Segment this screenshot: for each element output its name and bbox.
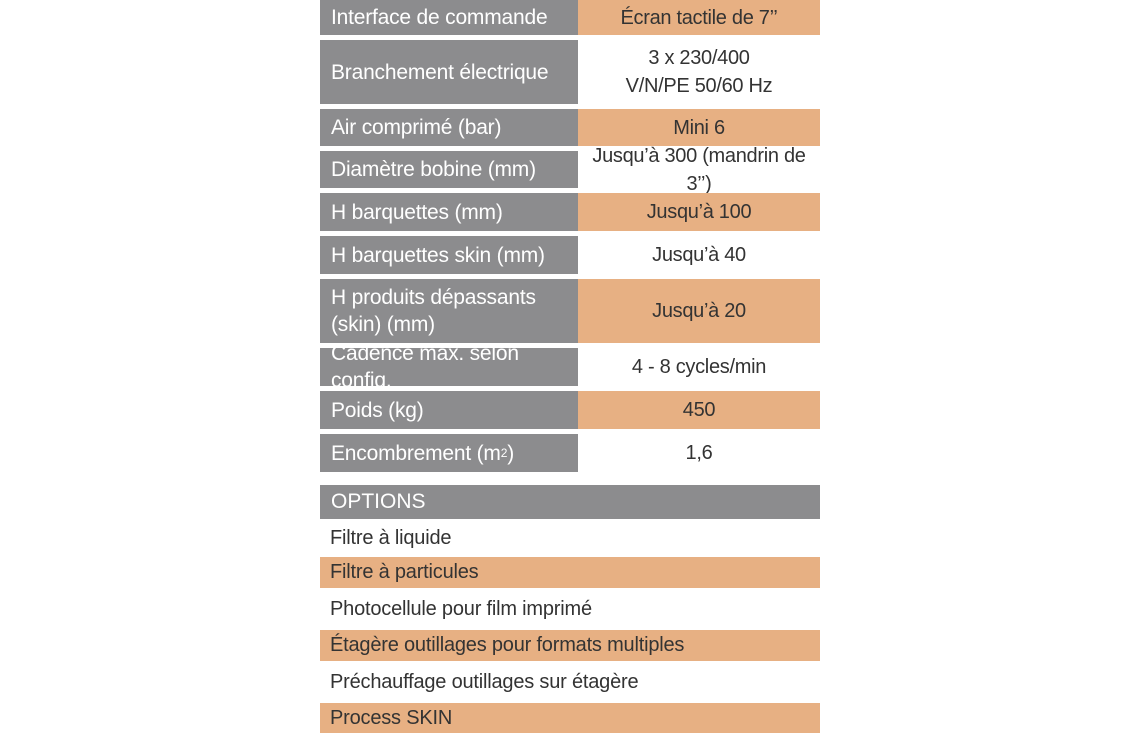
spec-value: Mini 6 <box>578 109 820 146</box>
spec-label: H barquettes (mm) <box>320 193 578 231</box>
spec-row-interface: Interface de commande Écran tactile de 7… <box>320 0 820 35</box>
option-item: Filtre à liquide <box>330 526 452 549</box>
spec-value: Jusqu’à 100 <box>578 193 820 231</box>
spec-row-skin-tray-height: H barquettes skin (mm) Jusqu’à 40 <box>320 236 820 274</box>
spec-value: Jusqu’à 20 <box>578 279 820 343</box>
spec-value: 4 - 8 cycles/min <box>631 356 767 378</box>
spec-label-text: Encombrement (m <box>331 441 501 465</box>
spec-row-footprint: Encombrement (m 2) 1,6 <box>320 434 820 472</box>
option-item: Filtre à particules <box>320 557 820 588</box>
option-item: Préchauffage outillages sur étagère <box>330 670 639 693</box>
spec-label: Cadence max. selon config. <box>320 342 578 392</box>
spec-row-air: Air comprimé (bar) Mini 6 <box>320 109 820 146</box>
spec-value: Jusqu’à 300 (mandrin de 3’’) <box>592 144 806 195</box>
spec-label: Encombrement (m 2) <box>320 434 578 472</box>
spec-label-text-end: ) <box>507 441 514 465</box>
spec-value: Jusqu’à 40 <box>652 244 746 266</box>
option-item: Process SKIN <box>320 703 820 733</box>
spec-label: Interface de commande <box>320 0 578 35</box>
spec-label: Branchement électrique <box>320 40 578 104</box>
spec-label: H produits dépassants (skin) (mm) <box>320 279 578 343</box>
spec-sheet: Interface de commande Écran tactile de 7… <box>320 0 820 733</box>
spec-row-reel-diameter: Diamètre bobine (mm) Jusqu’à 300 (mandri… <box>320 144 820 195</box>
spec-label: H barquettes skin (mm) <box>320 236 578 274</box>
option-item: Photocellule pour film imprimé <box>330 597 592 620</box>
spec-value: Écran tactile de 7’’ <box>578 0 820 35</box>
spec-label-line: H produits dépassants <box>331 286 536 309</box>
spec-value: 450 <box>578 391 820 429</box>
spec-row-cadence: Cadence max. selon config. 4 - 8 cycles/… <box>320 342 820 392</box>
options-header: OPTIONS <box>320 485 820 519</box>
spec-label-line: (skin) (mm) <box>331 313 435 336</box>
spec-value: 1,6 <box>685 442 713 464</box>
option-item: Étagère outillages pour formats multiple… <box>320 630 820 661</box>
spec-label: Air comprimé (bar) <box>320 109 578 146</box>
spec-value: 3 x 230/400 V/N/PE 50/60 Hz <box>578 40 820 104</box>
spec-row-electrical: Branchement électrique 3 x 230/400 V/N/P… <box>320 40 820 104</box>
spec-label: Diamètre bobine (mm) <box>320 151 578 188</box>
spec-row-weight: Poids (kg) 450 <box>320 391 820 429</box>
spec-value-line: 3 x 230/400 <box>648 47 750 69</box>
spec-row-tray-height: H barquettes (mm) Jusqu’à 100 <box>320 193 820 231</box>
spec-value-line: V/N/PE 50/60 Hz <box>625 75 773 97</box>
spec-label: Poids (kg) <box>320 391 578 429</box>
spec-row-overhang: H produits dépassants (skin) (mm) Jusqu’… <box>320 279 820 343</box>
